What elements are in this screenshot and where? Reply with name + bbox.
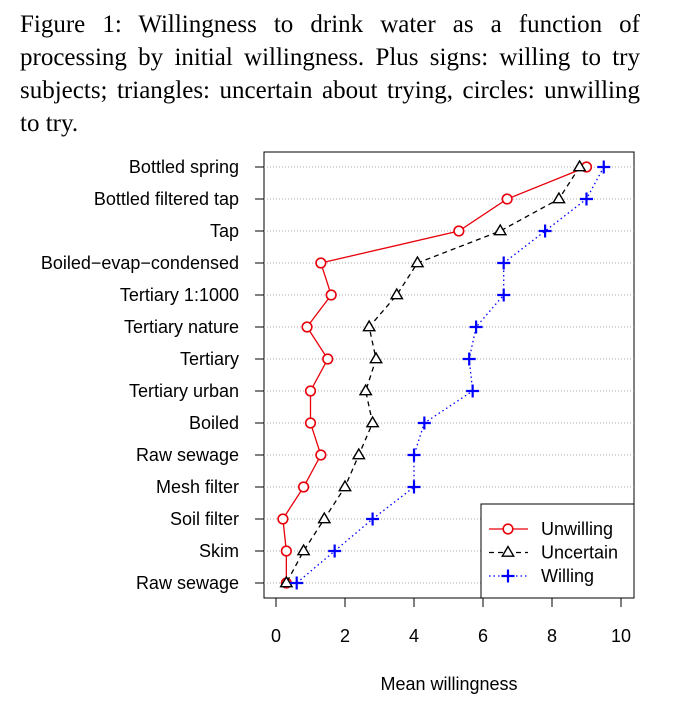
x-tick-label: 2	[340, 626, 350, 646]
data-point-willing	[417, 416, 431, 430]
data-point-uncertain	[338, 479, 352, 492]
data-point-willing	[328, 544, 342, 558]
legend-marker-uncertain	[501, 545, 515, 557]
x-tick-label: 10	[611, 626, 631, 646]
legend-label-uncertain: Uncertain	[541, 543, 618, 563]
data-point-willing	[466, 384, 480, 398]
data-point-uncertain	[365, 415, 380, 428]
data-point-unwilling	[301, 321, 313, 333]
data-point-willing	[580, 192, 593, 206]
data-point-unwilling	[453, 225, 465, 237]
data-point-uncertain	[351, 447, 366, 460]
x-tick-label: 4	[409, 626, 419, 646]
category-label: Bottled filtered tap	[94, 189, 239, 209]
category-label: Raw sewage	[136, 573, 239, 593]
category-label: Boiled	[189, 413, 239, 433]
data-point-willing	[497, 288, 511, 302]
data-point-uncertain	[317, 511, 332, 524]
category-label: Tertiary urban	[129, 381, 239, 401]
data-point-unwilling	[322, 353, 334, 365]
series-line-unwilling	[282, 166, 587, 583]
data-point-unwilling	[315, 257, 327, 269]
data-point-willing	[407, 448, 421, 462]
x-tick-label: 0	[271, 626, 281, 646]
data-point-uncertain	[296, 543, 311, 556]
data-point-uncertain	[358, 383, 373, 396]
data-point-uncertain	[493, 223, 508, 236]
data-point-willing	[366, 512, 380, 526]
series-line-uncertain	[285, 166, 581, 584]
x-axis-title: Mean willingness	[380, 674, 517, 694]
data-point-uncertain	[369, 351, 383, 364]
data-point-willing	[497, 256, 511, 270]
data-point-unwilling	[277, 513, 289, 525]
category-label: Tertiary	[180, 349, 239, 369]
data-point-uncertain	[279, 575, 294, 588]
data-point-unwilling	[280, 545, 292, 557]
figure-caption: Figure 1: Willingness to drink water as …	[20, 11, 640, 137]
data-point-willing	[538, 224, 552, 238]
legend-label-unwilling: Unwilling	[541, 519, 613, 539]
data-point-uncertain	[572, 159, 587, 172]
legend-marker-unwilling	[502, 523, 514, 535]
category-label: Skim	[199, 541, 239, 561]
legend-marker-willing	[501, 569, 515, 583]
data-point-uncertain	[551, 191, 566, 204]
category-label: Raw sewage	[136, 445, 239, 465]
category-label: Tertiary nature	[124, 317, 239, 337]
x-tick-label: 8	[547, 626, 557, 646]
data-point-willing	[290, 576, 304, 590]
category-label: Soil filter	[170, 509, 239, 529]
data-point-uncertain	[362, 319, 377, 332]
data-point-willing	[469, 320, 483, 334]
legend-label-willing: Willing	[541, 566, 594, 586]
data-point-uncertain	[410, 255, 425, 268]
data-point-willing	[407, 480, 421, 494]
data-point-willing	[462, 352, 476, 366]
category-label: Boiled−evap−condensed	[41, 253, 239, 273]
data-point-unwilling	[501, 193, 513, 205]
data-point-unwilling	[325, 289, 337, 301]
data-point-uncertain	[389, 287, 404, 300]
category-label: Tap	[210, 221, 239, 241]
x-tick-label: 6	[478, 626, 488, 646]
data-point-unwilling	[315, 449, 327, 461]
data-point-unwilling	[304, 385, 317, 397]
plot-frame	[263, 151, 635, 599]
category-label: Tertiary 1:1000	[120, 285, 239, 305]
data-point-unwilling	[304, 417, 317, 429]
data-point-unwilling	[298, 481, 310, 493]
category-label: Mesh filter	[156, 477, 239, 497]
data-point-willing	[597, 160, 611, 174]
category-label: Bottled spring	[129, 157, 239, 177]
